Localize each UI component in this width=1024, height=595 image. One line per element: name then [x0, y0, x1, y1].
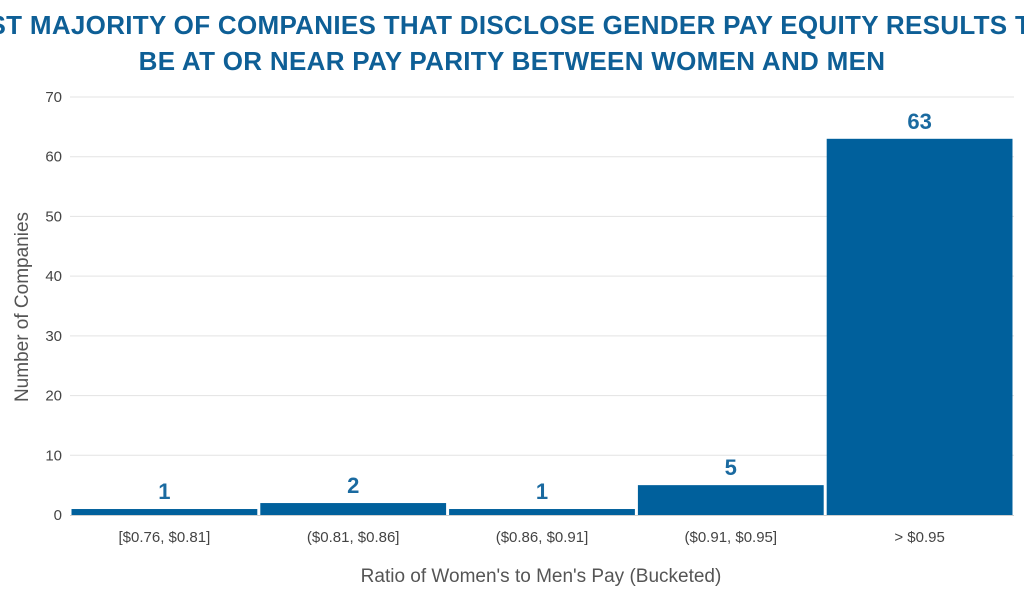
data-label: 1	[536, 479, 548, 504]
y-tick-label: 50	[45, 208, 62, 225]
data-label: 2	[347, 473, 359, 498]
bars	[71, 138, 1013, 516]
bar	[637, 485, 824, 515]
chart-title-line-2: BE AT OR NEAR PAY PARITY BETWEEN WOMEN A…	[139, 46, 886, 76]
y-tick-label: 40	[45, 268, 62, 285]
y-tick-label: 0	[54, 507, 62, 524]
x-tick-label: [$0.76, $0.81]	[119, 529, 211, 546]
bar	[71, 509, 258, 515]
data-labels: 1 2 1 5 63	[158, 109, 932, 504]
y-tick-label: 70	[45, 89, 62, 106]
x-axis-label: Ratio of Women's to Men's Pay (Bucketed)	[361, 566, 722, 587]
x-tick-label: > $0.95	[894, 529, 944, 546]
bar	[260, 503, 447, 515]
chart-title-line-1: THE VAST MAJORITY OF COMPANIES THAT DISC…	[0, 10, 1024, 40]
data-label: 1	[158, 479, 170, 504]
y-axis-ticks: 0 10 20 30 40 50 60 70	[45, 89, 62, 524]
y-tick-label: 10	[45, 447, 62, 464]
x-tick-label: ($0.86, $0.91]	[496, 529, 589, 546]
y-axis-label: Number of Companies	[12, 212, 33, 402]
y-tick-label: 30	[45, 328, 62, 345]
data-label: 5	[725, 455, 737, 480]
y-tick-label: 20	[45, 388, 62, 405]
x-axis-ticks: [$0.76, $0.81] ($0.81, $0.86] ($0.86, $0.9…	[119, 529, 945, 546]
data-label: 63	[907, 109, 931, 134]
x-tick-label: ($0.81, $0.86]	[307, 529, 400, 546]
bar	[826, 138, 1013, 516]
y-tick-label: 60	[45, 149, 62, 166]
bar	[449, 509, 635, 515]
gridlines	[70, 96, 1014, 516]
x-tick-label: ($0.91, $0.95]	[685, 529, 778, 546]
